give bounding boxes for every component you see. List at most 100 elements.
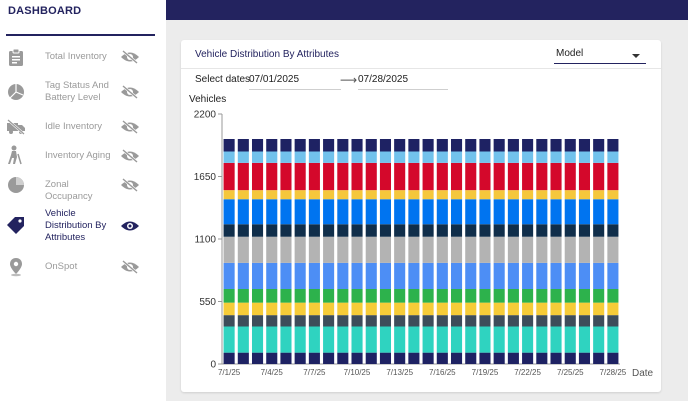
bar-segment — [564, 302, 576, 316]
bar-segment — [522, 352, 534, 364]
x-tick-label: 7/25/25 — [557, 368, 584, 377]
bar-segment — [450, 224, 463, 237]
bar-segment — [607, 302, 619, 316]
bar-segment — [337, 224, 349, 237]
bar-segment — [266, 315, 278, 327]
eye-off-icon[interactable] — [120, 85, 140, 99]
bar-segment — [266, 289, 278, 303]
bar-segment — [578, 236, 591, 263]
bar-segment — [251, 139, 264, 152]
eye-off-icon[interactable] — [120, 260, 140, 274]
bar-segment — [607, 352, 619, 364]
sidebar-item-idle-inventory[interactable]: Idle Inventory — [0, 116, 166, 138]
sidebar-item-total-inventory[interactable]: Total Inventory — [0, 46, 166, 68]
bar-segment — [237, 139, 249, 152]
bar-segment — [394, 302, 406, 316]
bar-segment — [237, 315, 249, 327]
bar-segment — [607, 151, 619, 163]
bar-segment — [394, 190, 406, 200]
eye-off-icon[interactable] — [120, 120, 140, 134]
sidebar-item-tag-status[interactable]: Tag Status And Battery Level — [0, 78, 166, 106]
bar-segment — [365, 190, 377, 200]
bar-segment — [323, 315, 335, 327]
bar-segment — [337, 302, 349, 316]
eye-off-icon[interactable] — [120, 178, 140, 192]
bar-segment — [251, 151, 264, 163]
eye-icon[interactable] — [120, 219, 140, 233]
bar-segment — [365, 302, 377, 316]
bar-segment — [507, 199, 519, 225]
pie-quarter-icon — [6, 175, 26, 195]
bar-segment — [479, 352, 491, 364]
bar-segment — [564, 224, 576, 237]
bar-segment — [607, 326, 619, 353]
start-date-input[interactable]: 07/01/2025 — [249, 74, 341, 90]
bar-segment — [422, 236, 434, 263]
bar-segment — [507, 224, 519, 237]
x-axis-label: Date — [632, 368, 654, 379]
bar-segment — [522, 302, 534, 316]
bar-segment — [564, 315, 576, 327]
bar-segment — [593, 151, 605, 163]
bar-segment — [593, 352, 605, 364]
bar-segment — [408, 190, 420, 200]
bar-segment — [450, 199, 463, 225]
bar-segment — [522, 289, 534, 303]
bar-segment — [536, 352, 548, 364]
bar-segment — [280, 162, 292, 191]
bar-segment — [266, 162, 278, 191]
bar-segment — [351, 190, 363, 200]
bar-segment — [593, 262, 605, 289]
bar-segment — [450, 190, 463, 200]
bar-segment — [536, 151, 548, 163]
bar-segment — [379, 151, 392, 163]
bar-segment — [266, 326, 278, 353]
bar-segment — [564, 289, 576, 303]
bar-segment — [479, 139, 491, 152]
end-date-input[interactable]: 07/28/2025 — [358, 74, 448, 90]
bar-segment — [436, 139, 448, 152]
bar-segment — [251, 289, 264, 303]
sidebar-item-onspot[interactable]: OnSpot — [0, 256, 166, 278]
bar-segment — [294, 262, 306, 289]
eye-off-icon[interactable] — [120, 149, 140, 163]
bar-segment — [294, 224, 306, 237]
select-dates-label: Select dates — [195, 74, 251, 85]
bar-segment — [479, 224, 491, 237]
bar-segment — [493, 139, 505, 152]
bar-segment — [507, 139, 519, 152]
sidebar-item-vehicle-distribution[interactable]: Vehicle Distribution By Attributes — [0, 206, 166, 246]
bar-segment — [394, 151, 406, 163]
bar-segment — [578, 162, 591, 191]
bar-segment — [593, 139, 605, 152]
bar-segment — [550, 190, 562, 200]
sidebar-item-label: OnSpot — [45, 261, 78, 272]
eye-off-icon[interactable] — [120, 50, 140, 64]
bar-segment — [280, 199, 292, 225]
sidebar-item-zonal-occupancy[interactable]: Zonal Occupancy — [0, 174, 166, 202]
bar-segment — [394, 352, 406, 364]
bar-segment — [394, 315, 406, 327]
bar-segment — [578, 262, 591, 289]
bar-segment — [351, 236, 363, 263]
x-tick-label: 7/19/25 — [472, 368, 499, 377]
bar-segment — [450, 302, 463, 316]
bar-segment — [408, 162, 420, 191]
bar-segment — [479, 262, 491, 289]
bar-segment — [323, 151, 335, 163]
attribute-select[interactable]: Model — [554, 45, 646, 64]
bar-segment — [394, 236, 406, 263]
sidebar-item-inventory-aging[interactable]: Inventory Aging — [0, 145, 166, 167]
x-tick-label: 7/28/25 — [600, 368, 627, 377]
bar-segment — [337, 352, 349, 364]
bar-segment — [578, 315, 591, 327]
bar-segment — [251, 199, 264, 225]
bar-segment — [251, 315, 264, 327]
bar-segment — [436, 224, 448, 237]
bar-segment — [365, 326, 377, 353]
bar-segment — [365, 352, 377, 364]
bar-segment — [550, 289, 562, 303]
truck-off-icon — [6, 117, 26, 137]
bar-segment — [365, 289, 377, 303]
bar-segment — [550, 315, 562, 327]
